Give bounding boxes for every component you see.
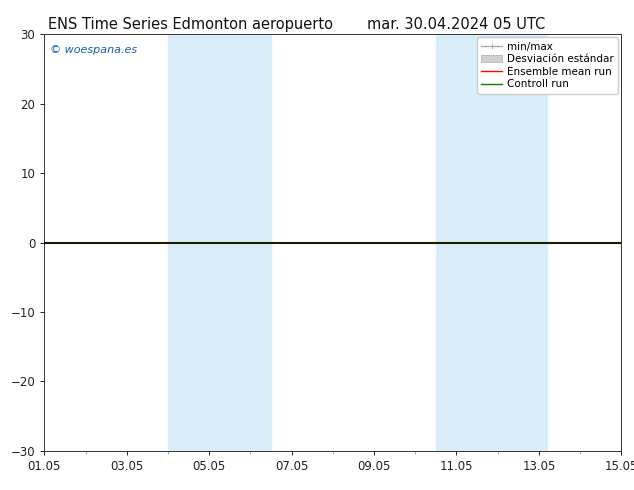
Text: mar. 30.04.2024 05 UTC: mar. 30.04.2024 05 UTC xyxy=(367,17,546,32)
Text: © woespana.es: © woespana.es xyxy=(50,45,138,55)
Legend: min/max, Desviación estándar, Ensemble mean run, Controll run: min/max, Desviación estándar, Ensemble m… xyxy=(477,37,618,94)
Bar xyxy=(217,34,271,451)
Text: ENS Time Series Edmonton aeropuerto: ENS Time Series Edmonton aeropuerto xyxy=(48,17,333,32)
Bar xyxy=(168,34,217,451)
Bar xyxy=(436,34,489,451)
Bar xyxy=(489,34,547,451)
